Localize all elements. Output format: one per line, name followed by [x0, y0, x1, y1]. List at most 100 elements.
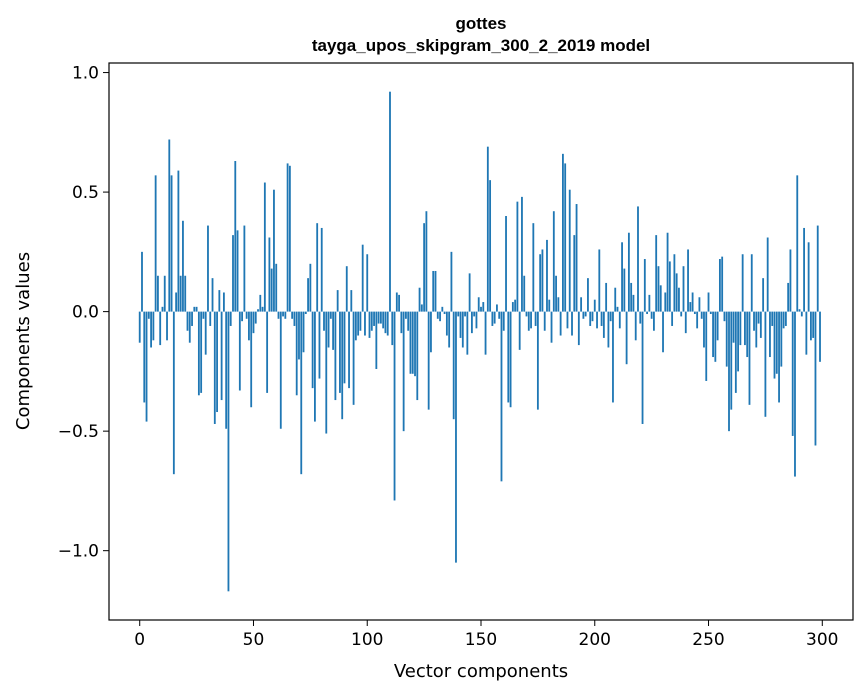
- bar-22: [188, 311, 191, 343]
- bar-241: [687, 249, 689, 312]
- bar-92: [348, 311, 350, 389]
- bar-125: [423, 223, 426, 312]
- bar-23: [191, 311, 193, 326]
- bar-277: [769, 311, 771, 358]
- bar-117: [405, 311, 407, 319]
- y-tick-label: −1.0: [58, 542, 99, 562]
- bar-129: [432, 270, 435, 312]
- y-tick-label: 1.0: [72, 64, 99, 84]
- bar-81: [323, 311, 325, 331]
- bar-51: [254, 311, 257, 324]
- bar-263: [737, 311, 740, 372]
- bar-244: [693, 311, 696, 315]
- bar-208: [612, 311, 614, 403]
- bar-253: [714, 311, 717, 362]
- bar-195: [582, 311, 585, 319]
- bar-105: [377, 311, 380, 324]
- bar-293: [805, 311, 808, 355]
- bar-31: [209, 311, 212, 326]
- bar-131: [436, 311, 439, 319]
- bar-288: [794, 311, 796, 477]
- bar-296: [812, 311, 815, 338]
- bar-212: [621, 242, 623, 312]
- bar-206: [607, 311, 610, 348]
- bar-251: [709, 311, 712, 315]
- bar-254: [716, 311, 719, 341]
- bar-100: [366, 254, 369, 312]
- bar-132: [439, 311, 441, 322]
- bar-271: [755, 311, 758, 348]
- bar-215: [627, 232, 630, 312]
- bar-180: [548, 299, 551, 312]
- bar-77: [314, 311, 316, 422]
- bar-273: [759, 311, 762, 338]
- bar-242: [689, 302, 692, 312]
- bar-46: [243, 225, 246, 312]
- bar-249: [705, 311, 708, 381]
- bar-18: [179, 275, 182, 312]
- bar-39: [227, 311, 230, 592]
- bar-110: [389, 91, 391, 312]
- bar-128: [430, 311, 432, 353]
- bar-163: [509, 311, 512, 408]
- bar-188: [566, 311, 569, 329]
- bar-83: [327, 311, 330, 348]
- bar-216: [630, 282, 633, 312]
- bar-197: [587, 278, 589, 312]
- bar-154: [489, 180, 492, 312]
- bar-157: [496, 304, 498, 312]
- bar-205: [605, 282, 608, 312]
- bar-146: [470, 311, 473, 334]
- bar-287: [791, 311, 794, 436]
- bar-21: [186, 311, 189, 331]
- bar-204: [602, 311, 605, 338]
- bar-193: [577, 311, 580, 346]
- bar-90: [343, 311, 346, 384]
- bar-202: [598, 249, 601, 312]
- bar-73: [304, 311, 307, 315]
- bar-158: [498, 311, 501, 319]
- bar-275: [764, 311, 767, 417]
- bar-101: [368, 311, 371, 338]
- bar-194: [580, 297, 583, 312]
- bar-136: [448, 311, 451, 348]
- bar-190: [571, 311, 573, 336]
- bar-series: [138, 91, 821, 592]
- bar-223: [646, 311, 648, 315]
- x-tick-label: 300: [806, 630, 838, 650]
- bar-258: [725, 311, 728, 367]
- bar-222: [643, 259, 646, 312]
- bar-170: [525, 311, 528, 317]
- bar-264: [739, 311, 742, 346]
- bar-86: [334, 311, 337, 401]
- bar-61: [277, 311, 280, 319]
- bar-37: [222, 292, 225, 312]
- y-tick-label: 0.0: [72, 303, 99, 323]
- bar-171: [527, 311, 530, 331]
- bar-82: [325, 311, 328, 434]
- bar-130: [434, 270, 437, 312]
- bar-67: [291, 311, 294, 319]
- bar-102: [370, 311, 373, 331]
- y-axis: −1.0 −0.5 0.0 0.5 1.0: [58, 64, 109, 562]
- bar-53: [259, 294, 262, 312]
- bar-152: [484, 311, 487, 355]
- bar-267: [746, 311, 749, 358]
- bar-191: [573, 235, 576, 312]
- bar-232: [666, 232, 669, 312]
- bar-230: [662, 311, 664, 353]
- bar-121: [414, 311, 416, 377]
- bar-196: [584, 311, 587, 317]
- bar-40: [229, 311, 232, 326]
- bar-151: [482, 302, 485, 312]
- bar-167: [518, 311, 521, 350]
- bar-79: [318, 311, 321, 379]
- bar-257: [723, 311, 726, 322]
- bar-38: [225, 311, 228, 429]
- bar-78: [316, 223, 319, 312]
- bar-33: [213, 311, 216, 424]
- bar-75: [309, 263, 312, 312]
- bar-126: [425, 211, 428, 312]
- bar-185: [559, 311, 562, 336]
- bar-187: [564, 163, 567, 312]
